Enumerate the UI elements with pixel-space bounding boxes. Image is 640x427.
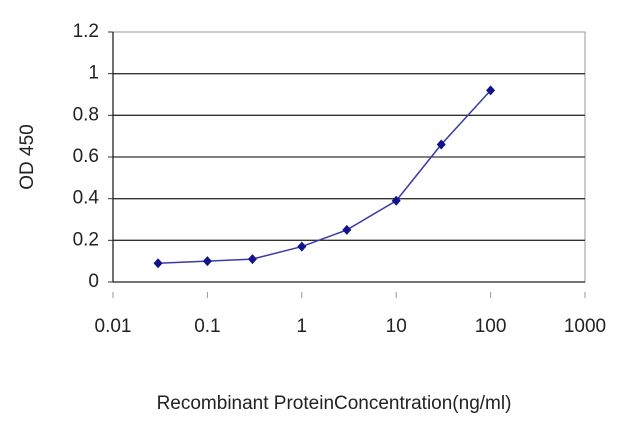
data-point — [297, 241, 307, 252]
x-tick-label: 1 — [297, 316, 308, 337]
x-tick-label: 1000 — [564, 316, 606, 337]
y-tick-label: 0.2 — [73, 229, 99, 250]
data-point — [153, 258, 163, 269]
series-line — [158, 89, 492, 264]
y-tick-label: 1 — [88, 63, 99, 84]
y-tick-label: 1.2 — [73, 21, 99, 42]
x-tick-label: 0.1 — [194, 316, 220, 337]
y-tick-label: 0.8 — [73, 104, 99, 125]
y-tick-label: 0 — [88, 271, 99, 292]
data-point — [247, 254, 257, 265]
y-tick-label: 0.4 — [73, 188, 100, 209]
x-axis-label: Recombinant ProteinConcentration(ng/ml) — [157, 393, 512, 414]
data-point — [342, 224, 352, 235]
y-tick-label: 0.6 — [73, 146, 99, 167]
x-tick-label: 0.01 — [95, 316, 132, 337]
data-point — [391, 195, 401, 206]
x-tick-label: 10 — [386, 316, 407, 337]
data-point — [486, 85, 496, 96]
x-tick-label: 100 — [475, 316, 507, 337]
data-point — [436, 139, 446, 150]
y-axis-label: OD 450 — [17, 124, 38, 189]
data-point — [202, 256, 212, 267]
